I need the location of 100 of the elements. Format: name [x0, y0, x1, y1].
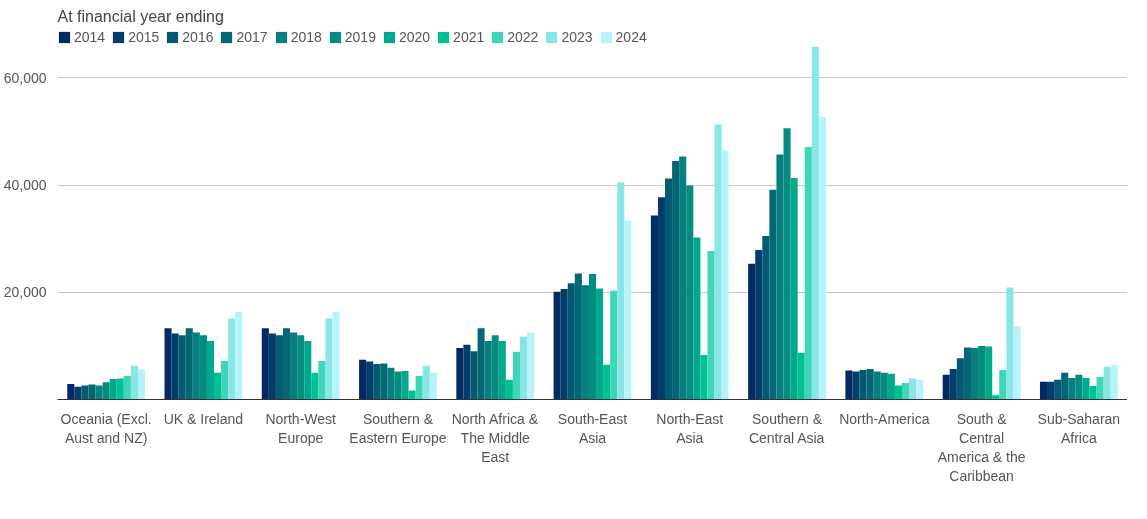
bar [755, 249, 763, 400]
bar [657, 197, 666, 400]
x-tick-label: Oceania (Excl. Aust and NZ) [60, 410, 152, 446]
legend-label: 2021 [453, 29, 485, 45]
bar [415, 375, 423, 400]
bar [477, 328, 485, 400]
bar [470, 351, 478, 400]
bar [505, 379, 513, 400]
bar [894, 385, 902, 400]
bar [123, 375, 131, 400]
bar [512, 351, 520, 400]
x-tick-label: North-West Europe [265, 410, 337, 446]
legend-label: 2020 [398, 29, 431, 45]
bar [519, 336, 528, 400]
legend-title: At financial year ending [57, 7, 224, 25]
bar [852, 371, 860, 400]
bar [560, 289, 568, 400]
bar [797, 352, 805, 400]
bar [721, 150, 729, 400]
x-tick-label: North-East Asia [656, 410, 724, 446]
bar [498, 341, 506, 400]
bar [283, 328, 291, 400]
bar [304, 341, 312, 400]
bar [949, 368, 957, 400]
bar [603, 364, 611, 400]
bar [985, 346, 993, 400]
bar [235, 312, 243, 400]
x-tick-label: UK & Ireland [163, 410, 244, 427]
bar [67, 383, 75, 400]
bar [311, 372, 319, 400]
bar [1054, 379, 1062, 400]
bar [366, 361, 374, 400]
legend-label: 2023 [561, 29, 593, 45]
bar [74, 386, 82, 400]
legend-label: 2018 [290, 29, 322, 45]
bar [171, 333, 179, 400]
bar [185, 328, 193, 400]
bar [228, 318, 236, 400]
bar [206, 341, 215, 400]
bar [762, 235, 770, 400]
bar [887, 373, 895, 400]
bar [109, 379, 117, 400]
bar [81, 385, 89, 400]
x-tick-label: Southern & Eastern Europe [349, 410, 447, 446]
bar [137, 369, 146, 400]
bar [916, 379, 924, 400]
bar [1103, 366, 1111, 400]
bar [700, 354, 708, 400]
bar [672, 160, 680, 400]
legend-label: 2014 [74, 29, 106, 45]
legend-label: 2016 [182, 29, 214, 45]
bar [380, 363, 388, 400]
bar [1013, 326, 1021, 400]
bar [88, 384, 96, 400]
x-tick-label: South-East Asia [557, 410, 628, 446]
bar [261, 328, 269, 400]
bar [527, 332, 535, 400]
x-tick-label: South & Central America & the Caribbean [937, 410, 1026, 485]
bar [1110, 364, 1118, 400]
bar [818, 116, 826, 400]
bar [1061, 372, 1069, 400]
legend-label: 2015 [128, 29, 160, 45]
bar [650, 215, 658, 400]
legend-label: 2022 [507, 29, 539, 45]
bar [999, 370, 1007, 400]
bar [574, 273, 582, 400]
bar [866, 368, 874, 400]
bar [401, 371, 409, 400]
bar [214, 372, 222, 400]
bar [909, 378, 917, 400]
bar [1096, 376, 1104, 400]
bar [456, 348, 464, 400]
x-tick-label: North-America [839, 410, 930, 427]
bar [1047, 381, 1055, 400]
legend-label: 2017 [236, 29, 268, 45]
bar [130, 365, 138, 400]
bar [359, 359, 367, 400]
bar [268, 333, 276, 400]
bar [596, 288, 604, 400]
bar [902, 382, 910, 400]
bar [769, 189, 777, 400]
bar [116, 378, 124, 400]
bar [963, 347, 971, 400]
bar [693, 237, 701, 400]
x-tick-label: North Africa & The Middle East [451, 410, 539, 465]
bar [1089, 386, 1097, 400]
bar [221, 360, 229, 400]
bar [748, 263, 756, 400]
bar [429, 372, 437, 400]
bar [325, 318, 333, 400]
bar [811, 46, 819, 400]
bar [859, 370, 867, 400]
bar [1006, 287, 1014, 400]
y-tick-label: 40,000 [3, 177, 47, 194]
bar [707, 250, 715, 400]
bar [1039, 381, 1048, 400]
bar [942, 374, 950, 400]
x-tick-label: Southern & Central Asia [748, 410, 825, 446]
bar [373, 364, 381, 400]
bar [275, 335, 283, 400]
